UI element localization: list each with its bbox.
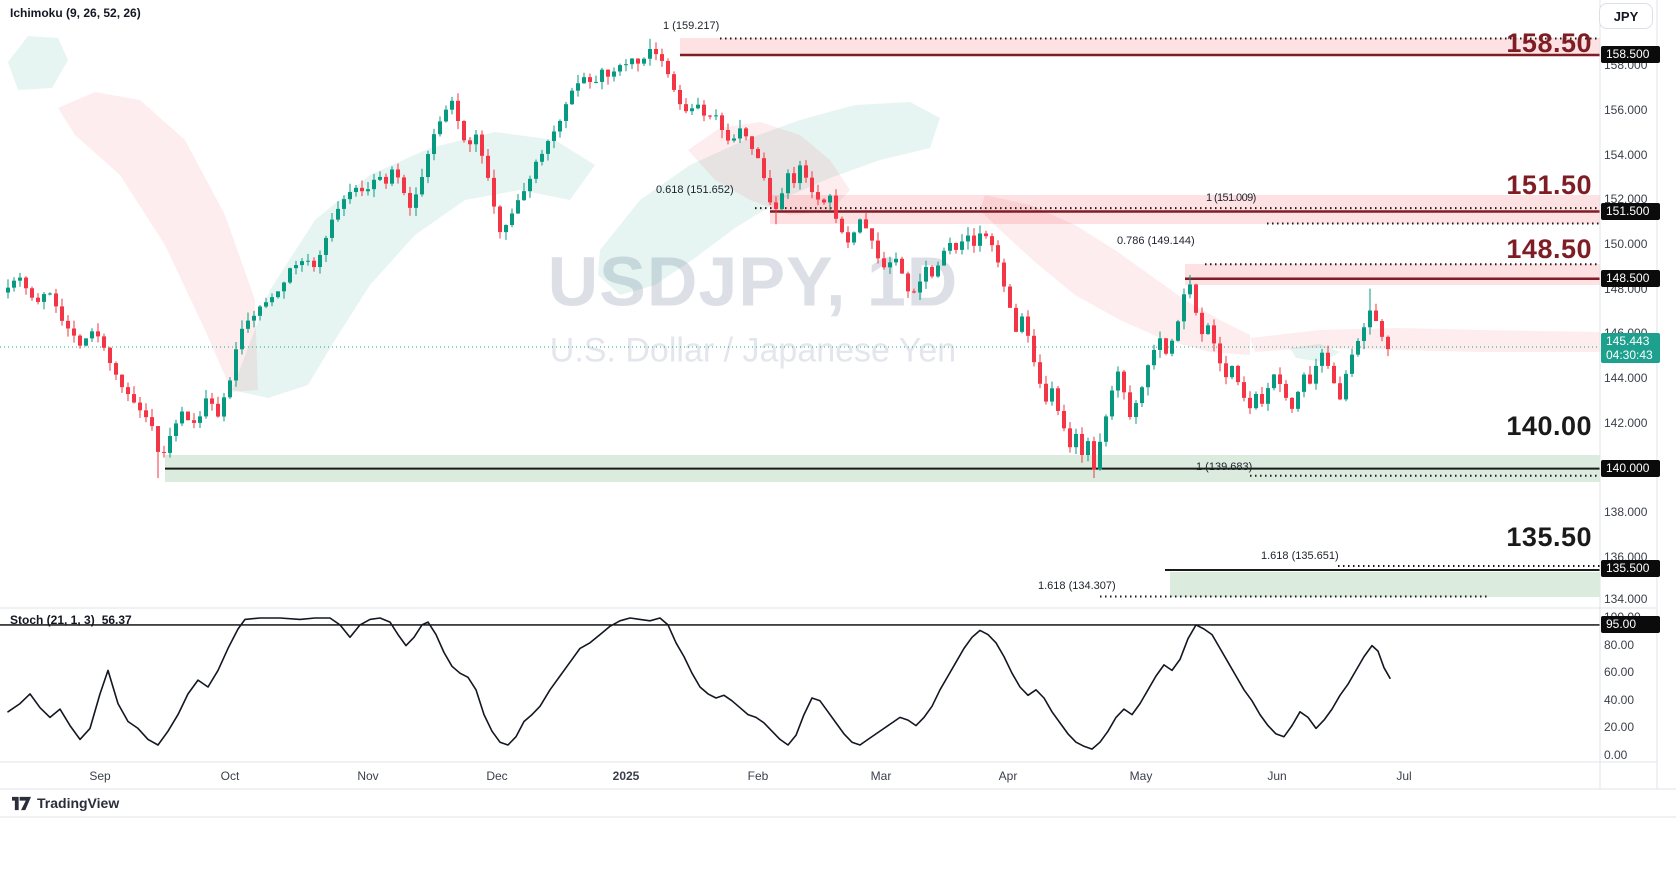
watermark-symbol: USDJPY, 1D (547, 242, 959, 321)
bar-countdown: 04:30:43 (1606, 348, 1653, 362)
current-price-label: 145.443 04:30:43 (1601, 333, 1660, 363)
currency-toggle-button[interactable]: JPY (1599, 3, 1653, 29)
current-price-value: 145.443 (1606, 334, 1650, 348)
tradingview-logo[interactable]: TradingView (12, 795, 119, 811)
tradingview-logo-text: TradingView (37, 795, 120, 811)
symbol-watermark: USDJPY, 1D U.S. Dollar / Japanese Yen (548, 242, 959, 371)
watermark-description: U.S. Dollar / Japanese Yen (549, 331, 957, 370)
tradingview-logo-icon (12, 796, 31, 810)
